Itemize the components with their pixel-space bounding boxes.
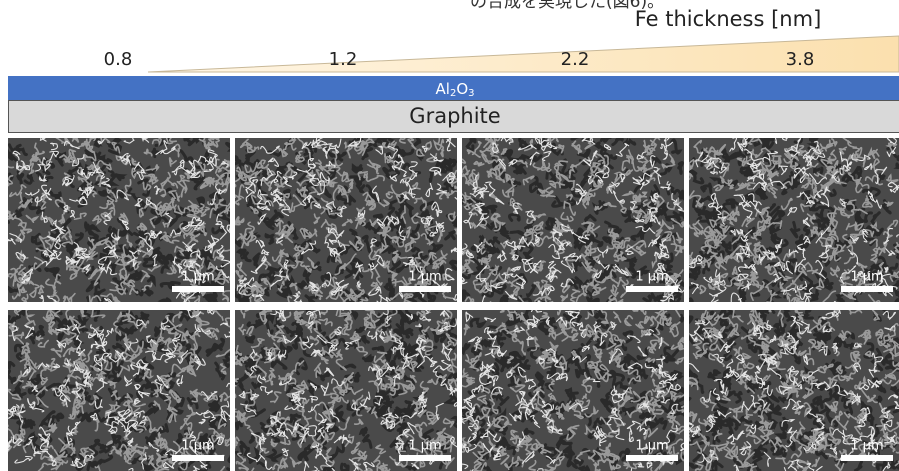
sem-image: 1 µm [452, 299, 694, 471]
scale-bar [841, 455, 893, 461]
sem-image: 1 µm [225, 296, 467, 471]
figure: の合成を実現した(図6)。 Fe thickness [nm] 0.81.22.… [0, 0, 899, 471]
scale-bar-label: 1 µm [181, 270, 214, 285]
scale-bar-label: 1 µm [181, 439, 214, 454]
scale-bar [399, 455, 451, 461]
sem-image: 1 µm [227, 131, 467, 313]
sem-image: 1 µm [0, 126, 235, 310]
label-part: Al [436, 80, 450, 98]
sem-image: 1 µm [673, 304, 899, 471]
scale-bar-label: 1 µm [635, 270, 668, 285]
scale-bar-label: 1 µm [408, 270, 441, 285]
graphite-label: Graphite [409, 104, 500, 128]
axis-label: Fe thickness [nm] [635, 7, 822, 31]
scale-bar [172, 286, 224, 292]
scale-bar-label: 1 µm [635, 439, 668, 454]
thickness-label: 2.2 [561, 49, 590, 70]
scale-bar [626, 286, 678, 292]
sem-image: 1 µm [683, 125, 899, 315]
scale-bar-label: 1 µm [850, 270, 883, 285]
thickness-label: 3.8 [786, 49, 815, 70]
sem-image: 1 µm [453, 125, 689, 312]
scale-bar [399, 286, 451, 292]
thickness-label: 1.2 [329, 49, 358, 70]
label-part: 3 [468, 88, 474, 99]
scale-bar-label: 1 µm [408, 439, 441, 454]
scale-bar [841, 286, 893, 292]
thickness-label: 0.8 [104, 49, 133, 70]
sem-images: 1 µm 1 µm 1 µm 1 µm 1 µm 1 µm 1 µm 1 µm [0, 125, 899, 471]
label-part: O [456, 80, 468, 98]
scale-bar [172, 455, 224, 461]
scale-bar-label: 1 µm [850, 439, 883, 454]
scale-bar [626, 455, 678, 461]
sem-image: 1 µm [0, 303, 240, 471]
